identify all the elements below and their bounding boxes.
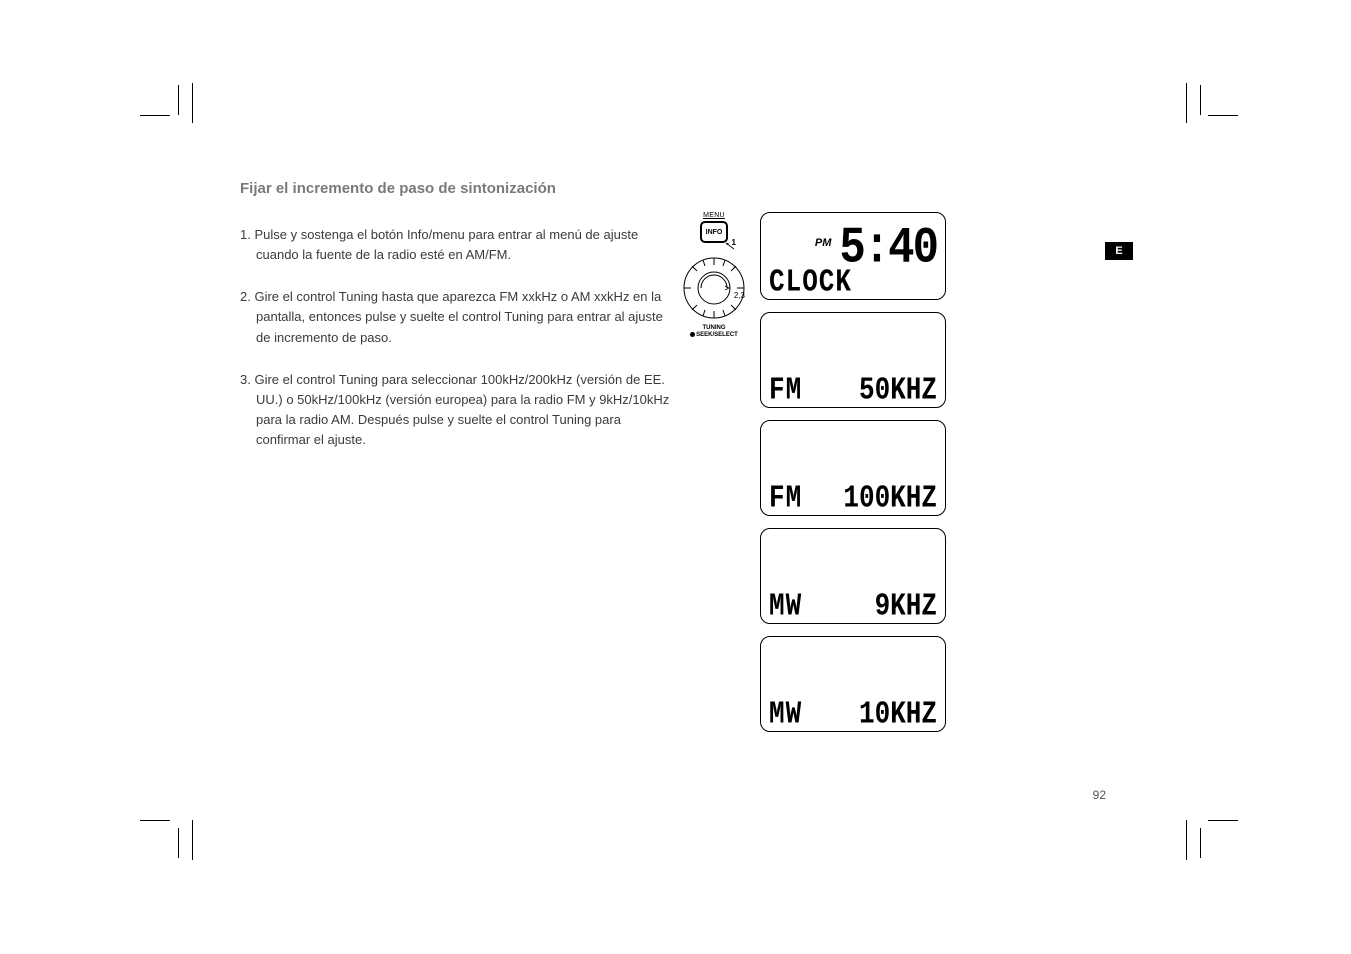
tuning-label-line2: SEEK/SELECT <box>678 332 750 339</box>
instruction-step: 3. Gire el control Tuning para seleccion… <box>240 370 670 451</box>
lcd-right-text: 9KHZ <box>875 590 937 621</box>
instruction-step: 1. Pulse y sostenga el botón Info/menu p… <box>240 225 670 265</box>
menu-label: MENU <box>678 212 750 219</box>
page-number: 92 <box>1093 788 1106 802</box>
lcd-right-text: 10KHZ <box>859 698 937 729</box>
tuning-label: TUNING SEEK/SELECT <box>678 325 750 338</box>
pointer-arrow-icon <box>724 241 740 251</box>
info-button-icon: INFO 1 <box>700 221 728 243</box>
lcd-panel: MW 10KHZ <box>760 636 946 732</box>
lcd-left-text: MW <box>769 698 802 729</box>
lcd-panel: MW 9KHZ <box>760 528 946 624</box>
lcd-right-text: 50KHZ <box>859 374 937 405</box>
lcd-left-text: FM <box>769 482 802 513</box>
tuning-label-line1: TUNING <box>678 325 750 332</box>
section-heading: Fijar el incremento de paso de sintoniza… <box>240 180 1110 197</box>
tuning-knob-icon: 2,3 <box>679 253 749 323</box>
instruction-list: 1. Pulse y sostenga el botón Info/menu p… <box>240 225 670 450</box>
lcd-right-text: 100KHZ <box>843 482 937 513</box>
info-button-label: INFO <box>706 229 723 236</box>
figure-column: MENU INFO 1 2,3 <box>760 212 1050 744</box>
clock-time: 5:40 <box>839 229 937 269</box>
pm-indicator: PM <box>815 237 832 249</box>
lcd-left-text: FM <box>769 374 802 405</box>
lcd-panel: FM 100KHZ <box>760 420 946 516</box>
control-diagram: MENU INFO 1 2,3 <box>678 212 750 338</box>
lcd-left-text: CLOCK <box>769 266 852 297</box>
lcd-left-text: MW <box>769 590 802 621</box>
lcd-panel: PM 5:40 CLOCK <box>760 212 946 300</box>
instruction-step: 2. Gire el control Tuning hasta que apar… <box>240 287 670 347</box>
callout-23: 2,3 <box>734 291 745 300</box>
lcd-panel: FM 50KHZ <box>760 312 946 408</box>
